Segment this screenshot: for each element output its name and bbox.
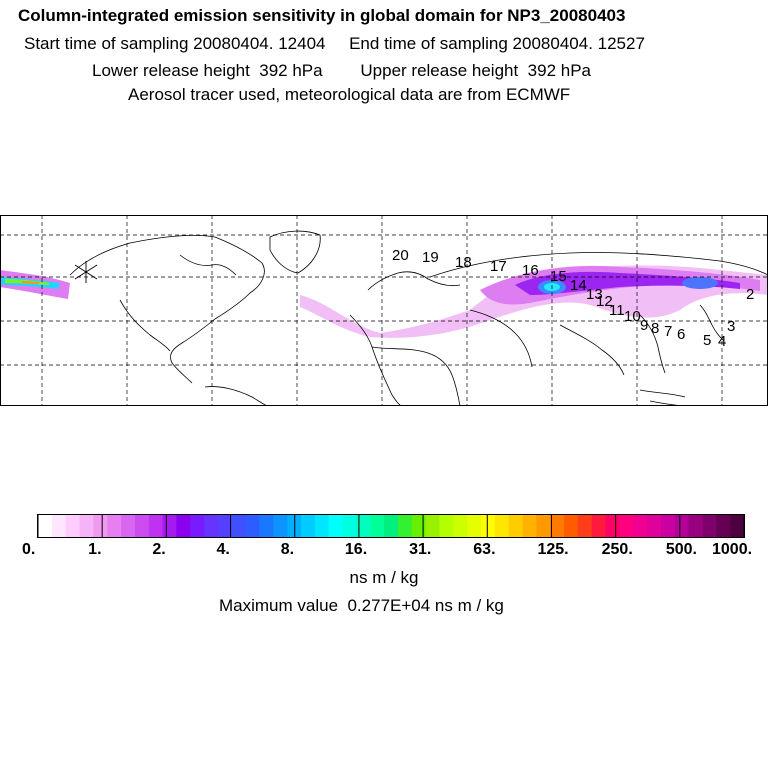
colorbar-units: ns m / kg	[349, 568, 419, 587]
colorbar-tick-label: 500.	[666, 541, 697, 558]
trajectory-label: 13	[586, 286, 603, 303]
trajectory-label: 19	[422, 249, 439, 266]
colorbar-cell	[522, 515, 537, 537]
colorbar-cell	[38, 515, 53, 537]
trajectory-label: 14	[570, 277, 587, 294]
colorbar-cell	[148, 515, 164, 537]
colorbar-frame	[37, 514, 745, 538]
trajectory-label: 17	[490, 258, 507, 275]
colorbar-cell	[730, 515, 745, 537]
trajectory-label: 5	[703, 332, 711, 349]
colorbar-cell	[619, 515, 634, 537]
colorbar-cell	[467, 515, 482, 537]
trajectory-label: 20	[392, 247, 409, 264]
colorbar-cells	[38, 515, 745, 537]
trajectory-label: 2	[746, 286, 754, 303]
trajectory-label: 8	[651, 320, 659, 337]
colorbar-cell	[605, 515, 621, 537]
colorbar-tick-label: 1.	[88, 541, 101, 558]
colorbar-tick-label: 16.	[345, 541, 367, 558]
colorbar-tick-label: 4.	[217, 541, 230, 558]
colorbar-cell	[231, 515, 247, 537]
trajectory-label: 11	[609, 302, 625, 319]
colorbar-cell	[508, 515, 524, 537]
colorbar-cell	[453, 515, 468, 537]
colorbar-cell	[93, 515, 108, 537]
trajectory-label: 15	[550, 268, 567, 285]
colorbar-cell	[564, 515, 579, 537]
map-title: Column-integrated emission sensitivity i…	[18, 6, 626, 25]
colorbar-tick-label: 31.	[409, 541, 431, 558]
colorbar-cell	[384, 515, 399, 537]
release-height-text: Lower release height 392 hPa Upper relea…	[92, 61, 591, 80]
colorbar-tick-label: 125.	[537, 541, 568, 558]
colorbar-cell	[411, 515, 427, 537]
trajectory-label: 10	[624, 308, 641, 325]
colorbar-cell	[51, 515, 67, 537]
colorbar-cell	[259, 515, 274, 537]
colorbar-cell	[591, 515, 607, 537]
colorbar-cell	[480, 515, 496, 537]
coastlines	[69, 230, 768, 406]
colorbar-cell	[176, 515, 191, 537]
colorbar-tick-label: 0.	[22, 541, 35, 558]
graticule	[0, 215, 768, 406]
colorbar-cell	[217, 515, 233, 537]
trajectory-label: 6	[677, 326, 685, 343]
colorbar-cell	[162, 515, 178, 537]
trajectory-label: 3	[727, 318, 735, 335]
colorbar-cell	[702, 515, 717, 537]
colorbar-tick-labels: 0. 1. 2. 4. 8. 16. 31. 63. 125. 250. 500. 1000.	[22, 541, 752, 558]
colorbar-cell	[550, 515, 565, 537]
colorbar-tick-label: 63.	[473, 541, 495, 558]
sensitivity-plume	[0, 265, 768, 338]
colorbar-cell	[121, 515, 136, 537]
colorbar-cell	[328, 515, 344, 537]
colorbar-cell	[674, 515, 690, 537]
colorbar-cell	[633, 515, 648, 537]
colorbar-cell	[301, 515, 316, 537]
trajectory-label: 18	[455, 254, 472, 271]
trajectory-label: 12	[596, 293, 613, 310]
release-point-marker	[74, 261, 98, 283]
trajectory-label: 4	[718, 333, 726, 350]
colorbar-cell	[204, 515, 219, 537]
colorbar-cell	[397, 515, 413, 537]
colorbar-cell	[716, 515, 731, 537]
colorbar-cell	[647, 515, 662, 537]
trajectory-label: 16	[522, 262, 539, 279]
colorbar-cell	[107, 515, 122, 537]
trajectory-label: 7	[664, 323, 672, 340]
maximum-value-text: Maximum value 0.277E+04 ns m / kg	[219, 596, 504, 615]
colorbar: 0. 1. 2. 4. 8. 16. 31. 63. 125. 250. 500. 1000.	[22, 514, 752, 558]
colorbar-tick-label: 2.	[152, 541, 165, 558]
colorbar-cell	[134, 515, 150, 537]
colorbar-cell	[370, 515, 385, 537]
colorbar-cell	[439, 515, 454, 537]
colorbar-cell	[688, 515, 704, 537]
colorbar-cell	[65, 515, 81, 537]
colorbar-cell	[273, 515, 288, 537]
colorbar-tick-label: 250.	[602, 541, 633, 558]
colorbar-cell	[577, 515, 593, 537]
colorbar-cell	[425, 515, 441, 537]
colorbar-cell	[314, 515, 330, 537]
colorbar-cell	[660, 515, 676, 537]
colorbar-cell	[79, 515, 94, 537]
trajectory-label: 9	[640, 317, 648, 334]
colorbar-cell	[342, 515, 357, 537]
colorbar-cell	[356, 515, 371, 537]
colorbar-cell	[536, 515, 551, 537]
colorbar-cell	[494, 515, 510, 537]
colorbar-cell	[245, 515, 261, 537]
sampling-time-text: Start time of sampling 20080404. 12404 E…	[24, 34, 645, 53]
colorbar-tick-label: 8.	[281, 541, 294, 558]
colorbar-tick-label: 1000.	[712, 541, 752, 558]
colorbar-cell	[190, 515, 205, 537]
tracer-info-text: Aerosol tracer used, meteorological data…	[128, 85, 571, 104]
